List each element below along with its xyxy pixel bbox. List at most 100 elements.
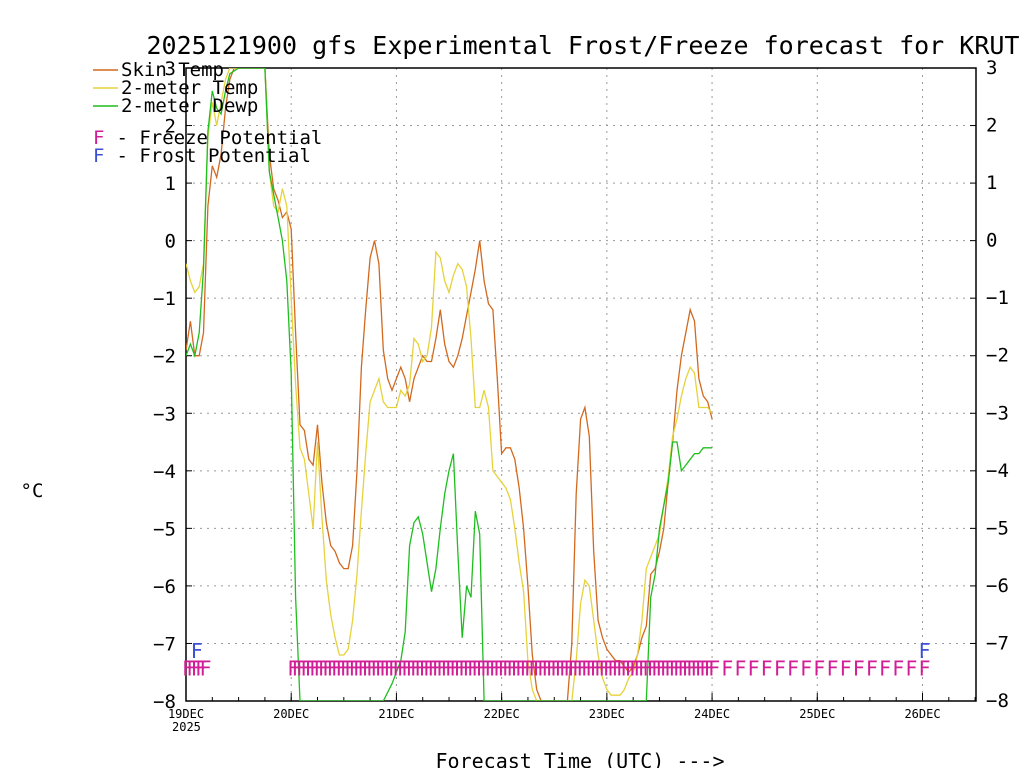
freeze-mark: F: [515, 656, 527, 680]
freeze-mark: F: [458, 656, 470, 680]
freeze-mark: F: [669, 656, 681, 680]
y-tick-label-right: −7: [986, 632, 1009, 654]
y-tick-label: −2: [153, 346, 176, 368]
freeze-mark: F: [695, 656, 707, 680]
x-tick-label: 19DEC: [168, 707, 204, 721]
freeze-mark: F: [309, 656, 321, 680]
y-tick-label-right: 1: [986, 172, 997, 194]
freeze-mark: F: [607, 656, 619, 680]
chart-title: 2025121900 gfs Experimental Frost/Freeze…: [147, 31, 1020, 60]
freeze-mark: F: [480, 656, 492, 680]
freeze-mark: F: [200, 656, 212, 680]
x-year-label: 2025: [172, 720, 201, 734]
freeze-mark: F: [384, 656, 396, 680]
x-tick-label: 21DEC: [378, 707, 414, 721]
x-tick-label: 23DEC: [589, 707, 625, 721]
freeze-mark: F: [498, 656, 510, 680]
freeze-mark: F: [660, 656, 672, 680]
freeze-mark: F: [335, 656, 347, 680]
freeze-mark: F: [866, 656, 878, 680]
freeze-mark: F: [340, 656, 352, 680]
y-tick-label: −4: [153, 461, 176, 483]
freeze-mark: F: [546, 656, 558, 680]
freeze-mark: F: [651, 656, 663, 680]
freeze-mark: F: [905, 656, 917, 680]
freeze-mark: F: [371, 656, 383, 680]
y-tick-label-right: −5: [986, 517, 1009, 539]
x-tick-label: 24DEC: [694, 707, 730, 721]
freeze-mark: F: [406, 656, 418, 680]
legend-freeze-text: - Freeze Potential: [105, 127, 322, 149]
series-skin-temp: [186, 68, 713, 701]
x-tick-label: 26DEC: [904, 707, 940, 721]
freeze-mark: F: [748, 656, 760, 680]
freeze-mark: F: [318, 656, 330, 680]
freeze-mark: F: [287, 656, 299, 680]
freeze-mark: F: [524, 656, 536, 680]
freeze-mark: F: [612, 656, 624, 680]
x-tick-label: 20DEC: [273, 707, 309, 721]
freeze-mark: F: [441, 656, 453, 680]
freeze-mark: F: [664, 656, 676, 680]
freeze-mark: F: [598, 656, 610, 680]
freeze-mark: F: [528, 656, 540, 680]
legend-2m-dewp: 2-meter Dewp: [121, 95, 258, 117]
y-tick-label: −7: [153, 633, 176, 655]
freeze-mark: F: [629, 656, 641, 680]
freeze-mark: F: [428, 656, 440, 680]
freeze-mark: F: [471, 656, 483, 680]
freeze-mark: F: [734, 656, 746, 680]
freeze-mark: F: [410, 656, 422, 680]
freeze-mark: F: [577, 656, 589, 680]
y-axis-label: °C: [21, 480, 44, 502]
freeze-mark: F: [454, 656, 466, 680]
freeze-mark: F: [590, 656, 602, 680]
series-2-meter-temp: [186, 68, 713, 701]
freeze-mark: F: [879, 656, 891, 680]
freeze-mark: F: [195, 656, 207, 680]
freeze-mark: F: [647, 656, 659, 680]
freeze-mark: F: [445, 656, 457, 680]
y-tick-label-right: −2: [986, 345, 1009, 367]
freeze-mark: F: [840, 656, 852, 680]
freeze-mark: F: [572, 656, 584, 680]
x-axis: 19DEC 20DEC 21DEC 22DEC 23DEC 24DEC 25DEC 26DEC: [168, 693, 976, 721]
series-2-meter-dewp: [186, 68, 713, 701]
freeze-mark: F: [761, 656, 773, 680]
y-tick-label: 3: [165, 58, 176, 80]
freeze-mark: F: [892, 656, 904, 680]
freeze-mark: F: [919, 656, 931, 680]
y-tick-label-right: 2: [986, 115, 997, 137]
freeze-mark: F: [559, 656, 571, 680]
freeze-mark: F: [349, 656, 361, 680]
freeze-mark: F: [774, 656, 786, 680]
y-tick-label: −6: [153, 576, 176, 598]
freeze-mark: F: [682, 656, 694, 680]
legend-skin-temp: Skin Temp: [121, 59, 224, 81]
y-tick-label-right: 3: [986, 57, 997, 79]
freeze-mark: F: [520, 656, 532, 680]
freeze-mark: F: [616, 656, 628, 680]
freeze-mark: F: [191, 656, 203, 680]
freeze-mark: F: [537, 656, 549, 680]
freeze-mark: F: [625, 656, 637, 680]
freeze-mark: F: [397, 656, 409, 680]
legend: Skin Temp 2-meter Temp 2-meter Dewp F - …: [93, 59, 322, 167]
y-tick-label-right: −4: [986, 460, 1009, 482]
legend-2m-temp: 2-meter Temp: [121, 77, 258, 99]
freeze-mark: F: [853, 656, 865, 680]
series-lines: [186, 68, 713, 701]
y-tick-label-right: −1: [986, 287, 1009, 309]
frost-mark: F: [919, 639, 931, 663]
freeze-mark: F: [826, 656, 838, 680]
freeze-mark: F: [493, 656, 505, 680]
freeze-mark: F: [691, 656, 703, 680]
freeze-mark: F: [432, 656, 444, 680]
freeze-mark: F: [401, 656, 413, 680]
freeze-mark: F: [344, 656, 356, 680]
freeze-mark: F: [484, 656, 496, 680]
freeze-mark: F: [375, 656, 387, 680]
freeze-mark: F: [511, 656, 523, 680]
freeze-mark: F: [568, 656, 580, 680]
y-tick-label-right: −8: [986, 690, 1009, 712]
